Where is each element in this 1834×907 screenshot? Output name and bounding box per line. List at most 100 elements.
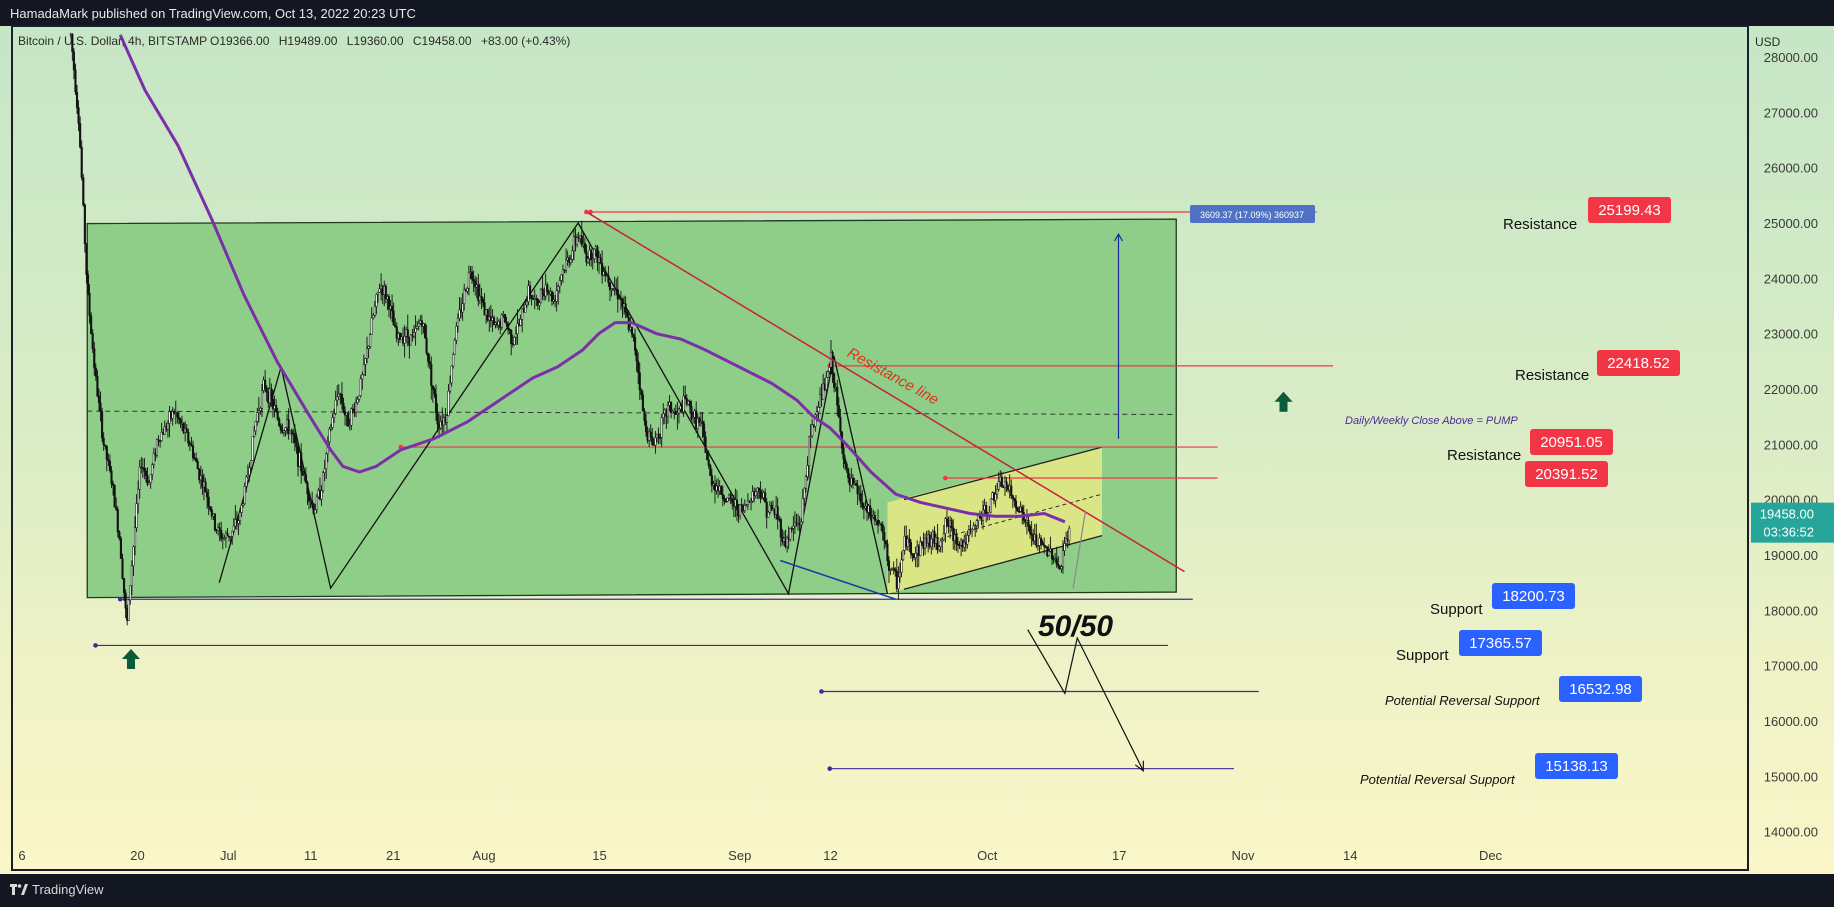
candle-body-601 (1011, 495, 1014, 499)
candle-body-501 (855, 482, 858, 486)
candle-body-534 (906, 538, 909, 548)
y-tick-label-5: 19000.00 (1764, 548, 1818, 563)
candle-body-279 (507, 323, 510, 330)
candle-body-603 (1014, 500, 1018, 509)
candle-body-320 (571, 250, 574, 260)
candle-body-113 (246, 474, 249, 478)
candle-body-6 (79, 123, 82, 148)
candle-body-366 (643, 410, 646, 421)
candle-body-48 (144, 470, 148, 477)
candle-body-622 (1044, 546, 1047, 548)
candle-body-404 (702, 423, 706, 438)
candle-body-28 (113, 484, 116, 508)
level-price-box-0 (1588, 197, 1671, 223)
candle-body-179 (350, 408, 353, 426)
candle-body-131 (275, 405, 278, 413)
candle-body-391 (682, 395, 685, 413)
candle-body-38 (129, 585, 132, 601)
candle-body-167 (331, 417, 334, 428)
candle-body-386 (674, 410, 677, 415)
candle-body-505 (861, 502, 864, 508)
small-projection (1072, 510, 1087, 589)
y-tick-label-0: 14000.00 (1764, 825, 1818, 840)
candle-body-240 (445, 415, 448, 423)
candle-body-415 (720, 486, 723, 495)
candle-body-75 (187, 431, 190, 444)
candle-body-336 (596, 246, 599, 263)
candle-body-441 (760, 497, 764, 499)
candle-body-156 (314, 509, 317, 514)
tradingview-logo-icon[interactable] (10, 884, 28, 896)
candle-body-280 (508, 328, 511, 331)
candle-body-254 (467, 272, 470, 289)
y-tick-label-8: 22000.00 (1764, 382, 1818, 397)
x-tick-label-4: 21 (386, 848, 400, 863)
candle-body-469 (804, 476, 807, 489)
candle-body-284 (514, 333, 517, 338)
x-tick-label-13: Dec (1479, 848, 1503, 863)
candle-body-600 (1010, 485, 1013, 496)
level-name-label-7: Potential Reversal Support (1360, 772, 1516, 787)
candle-body-60 (163, 426, 166, 435)
candle-body-387 (676, 413, 679, 415)
level-anchor-6 (819, 689, 824, 694)
candle-body-427 (739, 504, 742, 516)
candle-body-161 (322, 472, 325, 492)
current-price-label: 19458.00 (1760, 507, 1814, 522)
candle-body-632 (1060, 566, 1063, 570)
candle-body-256 (470, 271, 474, 280)
candle-body-467 (801, 498, 804, 523)
candle-body-624 (1047, 550, 1050, 557)
ohlc-open: O19366.00 (210, 34, 270, 48)
candle-body-171 (337, 393, 340, 397)
candle-body-31 (118, 531, 121, 539)
candle-body-445 (767, 511, 770, 518)
candle-body-520 (884, 540, 887, 545)
candle-body-528 (897, 576, 900, 590)
candle-body-170 (336, 396, 339, 401)
candle-body-556 (941, 539, 944, 542)
candle-body-186 (361, 374, 364, 380)
candle-body-365 (641, 394, 644, 412)
candle-body-633 (1061, 550, 1065, 568)
candle-body-1 (71, 33, 74, 52)
candle-body-196 (376, 291, 380, 295)
candle-body-575 (971, 529, 974, 532)
candle-body-213 (403, 336, 406, 344)
candle-body-363 (638, 372, 641, 390)
candle-body-173 (340, 394, 343, 404)
published-header: HamadaMark published on TradingView.com,… (10, 6, 416, 21)
candle-body-475 (814, 414, 817, 427)
candle-body-183 (356, 399, 359, 403)
trendline-anchor (584, 209, 589, 215)
candle-body-557 (942, 533, 945, 541)
candle-body-470 (806, 465, 809, 477)
candle-body-635 (1065, 538, 1068, 544)
candle-body-42 (135, 503, 138, 528)
candle-body-525 (892, 567, 895, 570)
candle-body-314 (561, 269, 564, 276)
candle-body-409 (710, 475, 713, 486)
candle-body-397 (691, 417, 695, 420)
candle-body-406 (706, 452, 709, 461)
candle-body-293 (528, 285, 532, 296)
candle-body-220 (414, 328, 417, 333)
candle-body-323 (576, 237, 579, 245)
candle-body-298 (536, 299, 539, 306)
level-anchor-7 (827, 766, 833, 771)
candle-body-421 (729, 494, 732, 500)
candle-body-177 (347, 412, 350, 427)
candle-body-82 (198, 468, 201, 481)
candle-body-493 (842, 447, 845, 460)
candle-body-247 (456, 317, 459, 327)
candle-body-591 (996, 489, 999, 495)
candle-body-607 (1021, 506, 1024, 513)
candle-body-418 (724, 500, 728, 503)
y-tick-label-2: 16000.00 (1764, 714, 1818, 729)
candle-body-163 (325, 453, 328, 470)
candle-body-37 (127, 599, 130, 621)
candle-body-3 (74, 69, 77, 93)
candle-body-490 (837, 405, 840, 418)
candle-body-537 (911, 553, 914, 556)
